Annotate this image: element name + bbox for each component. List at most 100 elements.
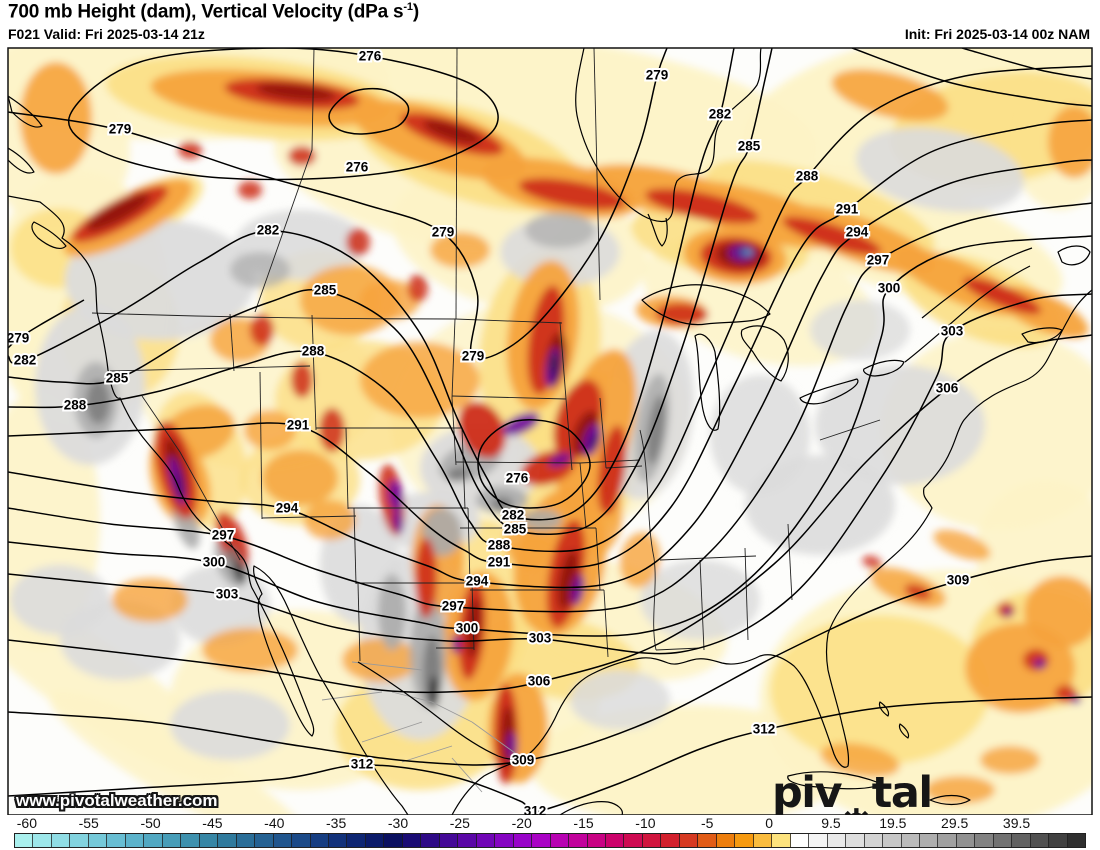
colorbar-cell <box>421 834 440 847</box>
colorbar-cell <box>827 834 847 847</box>
colorbar-cell <box>679 834 699 847</box>
contour-label: 288 <box>488 538 511 553</box>
colorbar-cell <box>310 834 329 847</box>
colorbar-cell <box>181 834 200 847</box>
contour-label: 276 <box>506 471 529 486</box>
contour-label: 279 <box>432 225 455 240</box>
state-borders <box>91 48 881 662</box>
colorbar-cell <box>365 834 385 847</box>
contour-label: 306 <box>528 674 551 689</box>
colorbar-cell <box>125 834 145 847</box>
colorbar-cell <box>901 834 920 847</box>
contour-label: 303 <box>216 587 239 602</box>
colorbar-tick-label: -50 <box>140 815 161 831</box>
contour-labels: 2762762762792792792792792822822822822852… <box>7 48 971 815</box>
contour-label: 297 <box>212 528 235 543</box>
colorbar-cell <box>1030 834 1050 847</box>
logo-text-pre: piv <box>772 768 843 818</box>
colorbar-cell <box>569 834 588 847</box>
colorbar-cell <box>864 834 884 847</box>
contour-label: 303 <box>941 324 964 339</box>
colorbar-cell <box>550 834 570 847</box>
contour-label: 312 <box>351 757 374 772</box>
contour-label: 300 <box>203 555 226 570</box>
colorbar: -60 -55 -50 -45 -40 -35 -30 -25 -20 -15 -10 -5 0 9.5 1… <box>0 815 1100 850</box>
contour-label: 276 <box>359 49 382 64</box>
colorbar-tick-label: 29.5 <box>941 815 969 831</box>
colorbar-tick-label: 39.5 <box>1002 815 1031 831</box>
colorbar-cell <box>698 834 717 847</box>
colorbar-cell <box>347 834 366 847</box>
colorbar-cell <box>70 834 89 847</box>
colorbar-cell <box>218 834 237 847</box>
model-init-time: Init: Fri 2025-03-14 00z NAM <box>904 26 1090 42</box>
contour-label: 285 <box>106 371 129 386</box>
contour-label: 288 <box>302 344 325 359</box>
contour-label: 291 <box>287 418 310 433</box>
colorbar-cell <box>273 834 293 847</box>
contour-label: 300 <box>456 621 479 636</box>
contour-label: 300 <box>878 281 901 296</box>
colorbar-tick-label: -45 <box>202 815 223 831</box>
colorbar-cell <box>162 834 182 847</box>
contour-label: 309 <box>512 753 535 768</box>
colorbar-cell <box>107 834 126 847</box>
colorbar-cell <box>993 834 1013 847</box>
contour-label: 282 <box>14 353 37 368</box>
colorbar-cell <box>642 834 662 847</box>
colorbar-cell <box>956 834 976 847</box>
contour-label: 306 <box>936 381 959 396</box>
watermark-url: www.pivotalweather.com <box>16 791 218 810</box>
contour-label: 291 <box>836 202 859 217</box>
colorbar-cell <box>384 834 403 847</box>
colorbar-cell <box>33 834 52 847</box>
colorbar-tick-label: -20 <box>511 815 532 831</box>
contour-label: 282 <box>257 223 280 238</box>
contour-label: 279 <box>7 331 30 346</box>
colorbar-cell <box>495 834 514 847</box>
colorbar-cell <box>1012 834 1031 847</box>
colorbar-cell <box>809 834 828 847</box>
colorbar-cell <box>735 834 754 847</box>
colorbar-tick-label: -15 <box>573 815 594 831</box>
contour-label: 282 <box>709 107 732 122</box>
colorbar-cell <box>938 834 957 847</box>
colorbar-cell <box>790 834 810 847</box>
contour-label: 282 <box>502 508 525 523</box>
colorbar-cell <box>513 834 533 847</box>
colorbar-tick-label: 19.5 <box>879 815 907 831</box>
colorbar-tick-label: -55 <box>78 815 99 831</box>
colorbar-cell <box>402 834 422 847</box>
colorbar-cell <box>199 834 219 847</box>
contour-label: 309 <box>947 573 970 588</box>
contour-label: 279 <box>109 122 132 137</box>
contour-label: 276 <box>346 160 369 175</box>
contour-label: 285 <box>314 283 337 298</box>
colorbar-tick-label: 0 <box>765 815 774 831</box>
colorbar-tick-label: -60 <box>16 815 37 831</box>
colorbar-cell <box>236 834 256 847</box>
page-title: 700 mb Height (dam), Vertical Velocity (… <box>8 1 419 23</box>
colorbar-tick-label: -10 <box>635 815 656 831</box>
colorbar-cell <box>1049 834 1068 847</box>
colorbar-cell <box>144 834 163 847</box>
colorbar-swatches <box>14 833 1086 848</box>
contour-label: 303 <box>529 631 552 646</box>
contour-label: 312 <box>753 722 776 737</box>
colorbar-cell <box>883 834 902 847</box>
colorbar-cell <box>919 834 939 847</box>
colorbar-cell <box>772 834 791 847</box>
colorbar-cell <box>328 834 348 847</box>
colorbar-cell <box>51 834 71 847</box>
colorbar-cell <box>606 834 625 847</box>
colorbar-cell <box>88 834 108 847</box>
contour-label: 297 <box>867 253 890 268</box>
contour-label: 297 <box>442 599 465 614</box>
contour-label: 288 <box>796 169 819 184</box>
colorbar-cell <box>753 834 773 847</box>
colorbar-cell <box>975 834 994 847</box>
